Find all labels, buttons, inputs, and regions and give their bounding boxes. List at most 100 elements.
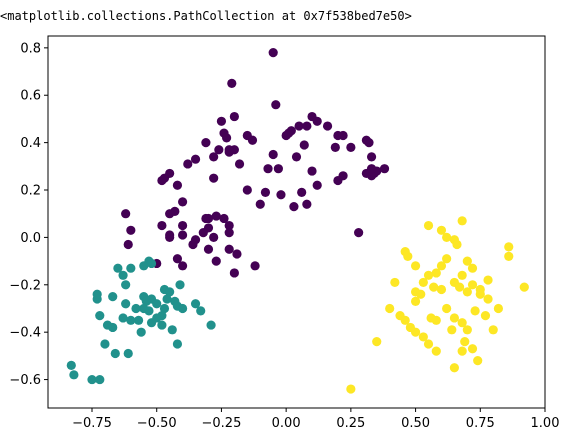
scatter-point-cluster-0 xyxy=(354,228,364,238)
scatter-point-cluster-2 xyxy=(452,239,462,250)
scatter-point-cluster-0 xyxy=(126,225,136,235)
scatter-point-cluster-0 xyxy=(121,209,131,219)
scatter-point-cluster-2 xyxy=(467,280,478,290)
cell-output-repr: <matplotlib.collections.PathCollection a… xyxy=(0,9,412,23)
scatter-point-cluster-2 xyxy=(436,261,447,271)
x-tick-label: −0.50 xyxy=(137,416,177,431)
scatter-point-cluster-1 xyxy=(95,374,105,385)
scatter-point-cluster-0 xyxy=(178,197,188,207)
scatter-point-cluster-0 xyxy=(201,213,211,224)
scatter-point-cluster-0 xyxy=(190,154,201,164)
y-tick-label: −0.4 xyxy=(9,326,41,341)
scatter-point-cluster-0 xyxy=(379,164,390,174)
scatter-point-cluster-1 xyxy=(66,360,76,370)
scatter-point-cluster-1 xyxy=(159,303,170,314)
points-layer xyxy=(66,47,529,394)
scatter-point-cluster-1 xyxy=(162,294,172,304)
scatter-point-cluster-1 xyxy=(113,263,123,273)
scatter-point-cluster-2 xyxy=(473,356,483,366)
scatter-point-cluster-0 xyxy=(178,230,188,240)
scatter-point-cluster-1 xyxy=(123,348,133,359)
scatter-point-cluster-1 xyxy=(206,320,216,330)
scatter-point-cluster-1 xyxy=(152,299,162,309)
scatter-point-cluster-2 xyxy=(488,325,498,335)
scatter-point-cluster-0 xyxy=(312,180,322,190)
scatter-point-cluster-2 xyxy=(431,315,441,325)
scatter-point-cluster-2 xyxy=(423,339,434,349)
scatter-point-cluster-0 xyxy=(276,190,286,200)
scatter-point-cluster-0 xyxy=(247,135,258,145)
scatter-point-cluster-2 xyxy=(462,287,472,297)
y-tick-label: 0.0 xyxy=(20,231,41,246)
scatter-point-cluster-0 xyxy=(250,261,260,271)
scatter-point-cluster-0 xyxy=(299,140,309,150)
scatter-point-cluster-0 xyxy=(224,220,234,231)
scatter-point-cluster-0 xyxy=(260,187,271,197)
scatter-point-cluster-2 xyxy=(429,282,439,292)
scatter-point-cluster-0 xyxy=(201,138,211,148)
scatter-point-cluster-0 xyxy=(183,159,193,169)
scatter-point-cluster-0 xyxy=(284,128,294,138)
scatter-point-cluster-0 xyxy=(219,213,229,224)
scatter-point-cluster-1 xyxy=(118,270,128,280)
scatter-point-cluster-1 xyxy=(141,296,151,306)
scatter-point-cluster-2 xyxy=(410,261,421,271)
scatter-point-cluster-1 xyxy=(196,306,206,316)
scatter-point-cluster-0 xyxy=(157,220,167,231)
scatter-point-cluster-2 xyxy=(462,256,472,266)
scatter-point-cluster-2 xyxy=(346,384,356,394)
scatter-point-cluster-2 xyxy=(423,220,434,231)
scatter-point-cluster-0 xyxy=(178,261,188,271)
scatter-point-cluster-2 xyxy=(483,275,493,285)
y-tick-label: 0.8 xyxy=(20,41,41,56)
scatter-point-cluster-0 xyxy=(224,244,234,254)
scatter-point-cluster-0 xyxy=(216,116,227,126)
scatter-point-cluster-0 xyxy=(229,268,239,278)
scatter-point-cluster-0 xyxy=(211,256,221,266)
scatter-point-cluster-2 xyxy=(504,242,514,252)
y-tick-label: −0.2 xyxy=(9,278,41,293)
scatter-point-cluster-0 xyxy=(302,199,312,209)
scatter-point-cluster-2 xyxy=(431,268,441,278)
scatter-point-cluster-1 xyxy=(146,258,157,269)
scatter-point-cluster-2 xyxy=(410,296,421,306)
scatter-point-cluster-0 xyxy=(190,235,201,245)
scatter-point-cluster-0 xyxy=(222,133,232,143)
scatter-point-cluster-0 xyxy=(330,142,340,152)
y-tick-label: 0.6 xyxy=(20,89,41,104)
scatter-point-cluster-2 xyxy=(449,363,459,373)
scatter-point-cluster-1 xyxy=(139,261,149,271)
scatter-point-cluster-0 xyxy=(198,228,208,238)
scatter-point-cluster-2 xyxy=(480,310,491,321)
scatter-point-cluster-2 xyxy=(395,310,405,321)
scatter-point-cluster-0 xyxy=(289,202,299,212)
scatter-point-cluster-0 xyxy=(291,152,302,162)
scatter-point-cluster-1 xyxy=(134,315,144,325)
scatter-point-cluster-0 xyxy=(366,152,377,162)
scatter-point-cluster-0 xyxy=(214,145,224,155)
scatter-point-cluster-2 xyxy=(493,303,504,314)
y-axis: −0.6 −0.4 −0.2 0.0 0.2 0.4 0.6 0.8 xyxy=(9,41,48,388)
scatter-point-cluster-1 xyxy=(167,325,177,335)
scatter-point-cluster-0 xyxy=(268,149,278,160)
scatter-point-cluster-1 xyxy=(152,313,162,323)
scatter-point-cluster-1 xyxy=(172,339,183,349)
scatter-point-cluster-0 xyxy=(234,159,245,169)
scatter-point-cluster-0 xyxy=(366,164,377,174)
y-tick-label: 0.2 xyxy=(20,184,41,199)
scatter-point-cluster-2 xyxy=(467,263,478,273)
axes-frame xyxy=(47,35,546,409)
scatter-point-cluster-0 xyxy=(172,180,183,190)
scatter-point-cluster-1 xyxy=(175,280,185,290)
scatter-point-cluster-2 xyxy=(390,277,400,288)
scatter-point-cluster-2 xyxy=(460,337,470,347)
scatter-point-cluster-2 xyxy=(470,306,480,316)
scatter-point-cluster-1 xyxy=(110,348,120,359)
x-tick-label: 0.25 xyxy=(336,416,365,431)
scatter-point-cluster-2 xyxy=(447,325,457,335)
scatter-point-cluster-0 xyxy=(322,121,333,131)
scatter-point-cluster-1 xyxy=(108,322,118,333)
scatter-point-cluster-2 xyxy=(436,225,447,235)
scatter-point-cluster-0 xyxy=(224,228,234,238)
